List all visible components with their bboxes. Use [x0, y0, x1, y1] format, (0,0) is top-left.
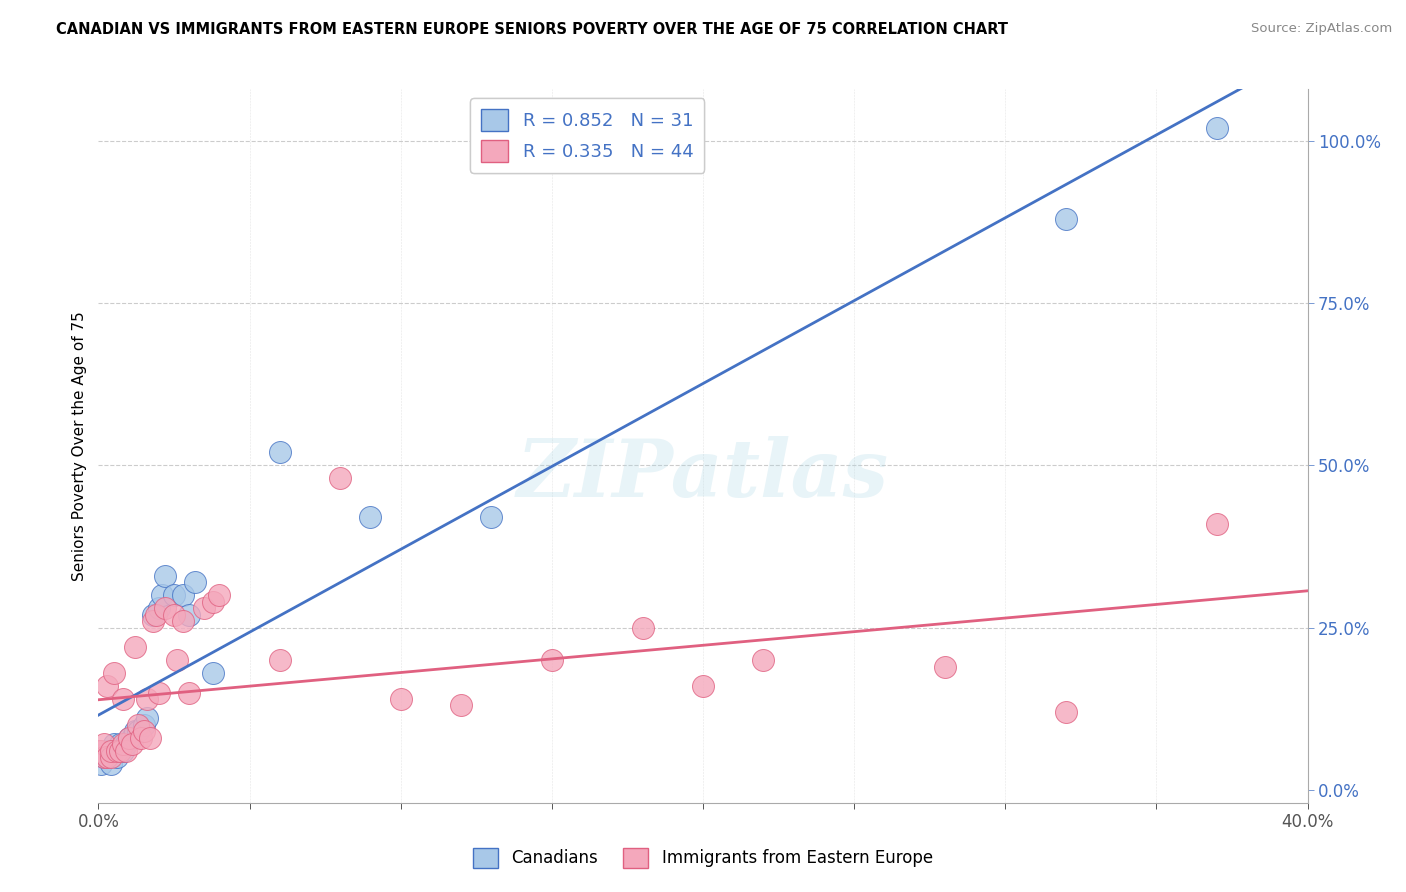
- Point: [105, 750, 128, 764]
- Point: [163, 588, 186, 602]
- Point: [208, 588, 231, 602]
- Point: [124, 724, 146, 739]
- Y-axis label: Seniors Poverty Over the Age of 75: Seniors Poverty Over the Age of 75: [72, 311, 87, 581]
- Point: [135, 711, 157, 725]
- Point: [148, 685, 170, 699]
- Point: [132, 718, 155, 732]
- Point: [121, 731, 143, 745]
- Point: [139, 731, 162, 745]
- Text: ZIPatlas: ZIPatlas: [517, 436, 889, 513]
- Point: [692, 679, 714, 693]
- Point: [111, 692, 134, 706]
- Point: [172, 614, 194, 628]
- Point: [163, 607, 186, 622]
- Point: [108, 744, 131, 758]
- Point: [148, 601, 170, 615]
- Point: [103, 666, 125, 681]
- Point: [127, 724, 149, 739]
- Point: [202, 595, 225, 609]
- Point: [150, 588, 173, 602]
- Point: [153, 601, 176, 615]
- Point: [329, 471, 352, 485]
- Point: [179, 607, 201, 622]
- Point: [118, 731, 141, 745]
- Point: [90, 744, 112, 758]
- Point: [96, 750, 118, 764]
- Point: [127, 718, 149, 732]
- Point: [132, 724, 155, 739]
- Point: [179, 685, 201, 699]
- Point: [90, 756, 112, 771]
- Point: [121, 738, 143, 752]
- Point: [142, 614, 165, 628]
- Point: [269, 445, 291, 459]
- Point: [540, 653, 562, 667]
- Point: [360, 510, 382, 524]
- Point: [135, 692, 157, 706]
- Point: [752, 653, 775, 667]
- Point: [93, 738, 115, 752]
- Point: [100, 744, 122, 758]
- Point: [145, 607, 167, 622]
- Point: [1206, 516, 1229, 531]
- Point: [481, 510, 503, 524]
- Point: [96, 744, 118, 758]
- Point: [193, 601, 215, 615]
- Text: CANADIAN VS IMMIGRANTS FROM EASTERN EUROPE SENIORS POVERTY OVER THE AGE OF 75 CO: CANADIAN VS IMMIGRANTS FROM EASTERN EURO…: [56, 22, 1008, 37]
- Point: [118, 731, 141, 745]
- Point: [96, 679, 118, 693]
- Point: [100, 756, 122, 771]
- Point: [124, 640, 146, 654]
- Point: [114, 744, 136, 758]
- Point: [87, 744, 110, 758]
- Legend: R = 0.852   N = 31, R = 0.335   N = 44: R = 0.852 N = 31, R = 0.335 N = 44: [470, 98, 704, 173]
- Point: [93, 750, 115, 764]
- Point: [111, 738, 134, 752]
- Text: Source: ZipAtlas.com: Source: ZipAtlas.com: [1251, 22, 1392, 36]
- Point: [142, 607, 165, 622]
- Point: [93, 750, 115, 764]
- Point: [172, 588, 194, 602]
- Point: [105, 744, 128, 758]
- Point: [111, 744, 134, 758]
- Point: [108, 738, 131, 752]
- Point: [184, 575, 207, 590]
- Point: [114, 738, 136, 752]
- Point: [450, 698, 472, 713]
- Point: [1054, 705, 1077, 719]
- Point: [202, 666, 225, 681]
- Point: [129, 731, 152, 745]
- Point: [1054, 211, 1077, 226]
- Legend: Canadians, Immigrants from Eastern Europe: Canadians, Immigrants from Eastern Europ…: [467, 841, 939, 875]
- Point: [96, 750, 118, 764]
- Point: [153, 568, 176, 582]
- Point: [103, 744, 125, 758]
- Point: [100, 750, 122, 764]
- Point: [269, 653, 291, 667]
- Point: [934, 659, 956, 673]
- Point: [1206, 121, 1229, 136]
- Point: [389, 692, 412, 706]
- Point: [166, 653, 188, 667]
- Point: [631, 621, 654, 635]
- Point: [103, 738, 125, 752]
